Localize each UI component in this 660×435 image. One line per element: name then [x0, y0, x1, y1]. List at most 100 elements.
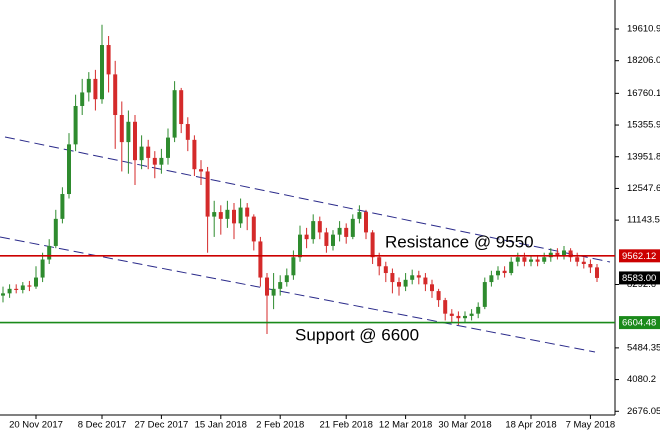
candle-body	[370, 232, 375, 258]
candle-body	[357, 212, 362, 219]
candle-body	[364, 212, 368, 233]
candle-body	[344, 227, 349, 237]
price-tag-label: 9562.12	[622, 251, 656, 262]
y-tick-label: 12547.6	[627, 183, 660, 194]
candle-body	[179, 90, 184, 125]
y-tick-label: 15355.9	[627, 120, 660, 131]
y-tick-label: 4080.2	[627, 374, 656, 385]
candle-body	[212, 212, 217, 217]
x-tick-label: 2 Feb 2018	[256, 420, 304, 431]
candle-body	[232, 209, 236, 224]
y-tick-label: 8292.6	[627, 279, 656, 290]
y-tick-label: 19610.9	[627, 24, 660, 35]
candle-body	[271, 288, 276, 296]
candle-body	[34, 277, 38, 287]
candle-body	[106, 45, 111, 75]
candle-body	[436, 291, 441, 301]
candle-body	[581, 261, 586, 265]
candle-body	[245, 207, 250, 217]
candle-body	[47, 245, 52, 260]
candle-body	[100, 45, 104, 100]
candle-body	[53, 218, 58, 246]
candle-body	[595, 267, 599, 278]
x-tick-label: 30 Mar 2018	[438, 420, 491, 431]
y-tick-label: 2676.05	[627, 406, 660, 417]
candle-body	[133, 121, 137, 161]
candle-body	[40, 259, 45, 278]
candle-body	[377, 257, 382, 267]
candle-body	[350, 218, 355, 237]
candle-body	[502, 270, 507, 274]
candle-body	[166, 137, 170, 158]
trend-line	[0, 236, 596, 353]
x-tick-label: 15 Jan 2018	[195, 420, 247, 431]
candle-body	[86, 78, 91, 93]
candle-body	[238, 207, 243, 224]
candle-body	[535, 259, 540, 262]
candle-body	[192, 139, 197, 170]
candle-body	[146, 146, 151, 158]
candle-body	[185, 124, 190, 140]
annotation: Support @ 6600	[295, 325, 419, 344]
candle-body	[73, 105, 78, 145]
candle-body	[575, 257, 580, 262]
candle-body	[278, 282, 283, 289]
candle-body	[159, 157, 164, 165]
x-tick-label: 18 Apr 2018	[505, 420, 556, 431]
candle-body	[529, 259, 533, 262]
candle-body	[410, 275, 415, 280]
y-tick-label: 18206.0	[627, 55, 660, 66]
candle-body	[304, 234, 309, 240]
candle-body	[60, 194, 65, 219]
candle-body	[588, 264, 593, 268]
x-tick-label: 21 Feb 2018	[320, 420, 373, 431]
price-tag-label: 8583.00	[622, 273, 656, 284]
candle-body	[113, 74, 118, 116]
candle-body	[482, 282, 487, 307]
candle-body	[14, 288, 19, 290]
candle-body	[284, 275, 289, 283]
candle-body	[265, 277, 269, 296]
candle-body	[139, 146, 144, 161]
candle-body	[218, 212, 223, 219]
candle-body	[251, 216, 256, 242]
candle-body	[7, 288, 12, 294]
candle-body	[291, 257, 296, 276]
candle-body	[20, 285, 25, 290]
price-tag	[619, 271, 660, 285]
candle-body	[397, 282, 401, 287]
annotation: Resistance @ 9550	[385, 232, 534, 251]
candle-body	[67, 144, 71, 195]
candle-body	[1, 293, 5, 296]
candle-body	[403, 279, 408, 287]
candle-body	[390, 273, 395, 283]
candle-body	[331, 234, 335, 246]
candle-body	[476, 306, 481, 314]
candle-body	[548, 252, 553, 258]
candle-body	[469, 313, 474, 316]
price-tag	[619, 316, 660, 330]
price-tag-label: 6604.48	[622, 318, 656, 329]
y-tick-label: 16760.1	[627, 88, 660, 99]
candle-body	[152, 157, 157, 165]
candle-body	[515, 257, 520, 262]
x-tick-label: 8 Dec 2017	[78, 420, 127, 431]
candle-body	[119, 115, 124, 143]
candle-body	[225, 209, 230, 219]
candle-body	[205, 171, 210, 217]
candle-body	[416, 275, 421, 278]
candle-body	[423, 277, 428, 285]
candle-body	[199, 169, 203, 172]
y-tick-label: 13951.8	[627, 151, 660, 162]
candle-body	[172, 90, 177, 138]
candle-body	[568, 250, 573, 258]
candle-body	[93, 78, 98, 100]
candle-body	[489, 275, 494, 283]
candle-body	[317, 221, 322, 233]
y-tick-label: 11143.5	[627, 215, 660, 226]
candle-body	[555, 252, 560, 255]
price-tag	[619, 249, 660, 263]
candle-body	[27, 285, 32, 287]
candle-body	[311, 221, 316, 240]
